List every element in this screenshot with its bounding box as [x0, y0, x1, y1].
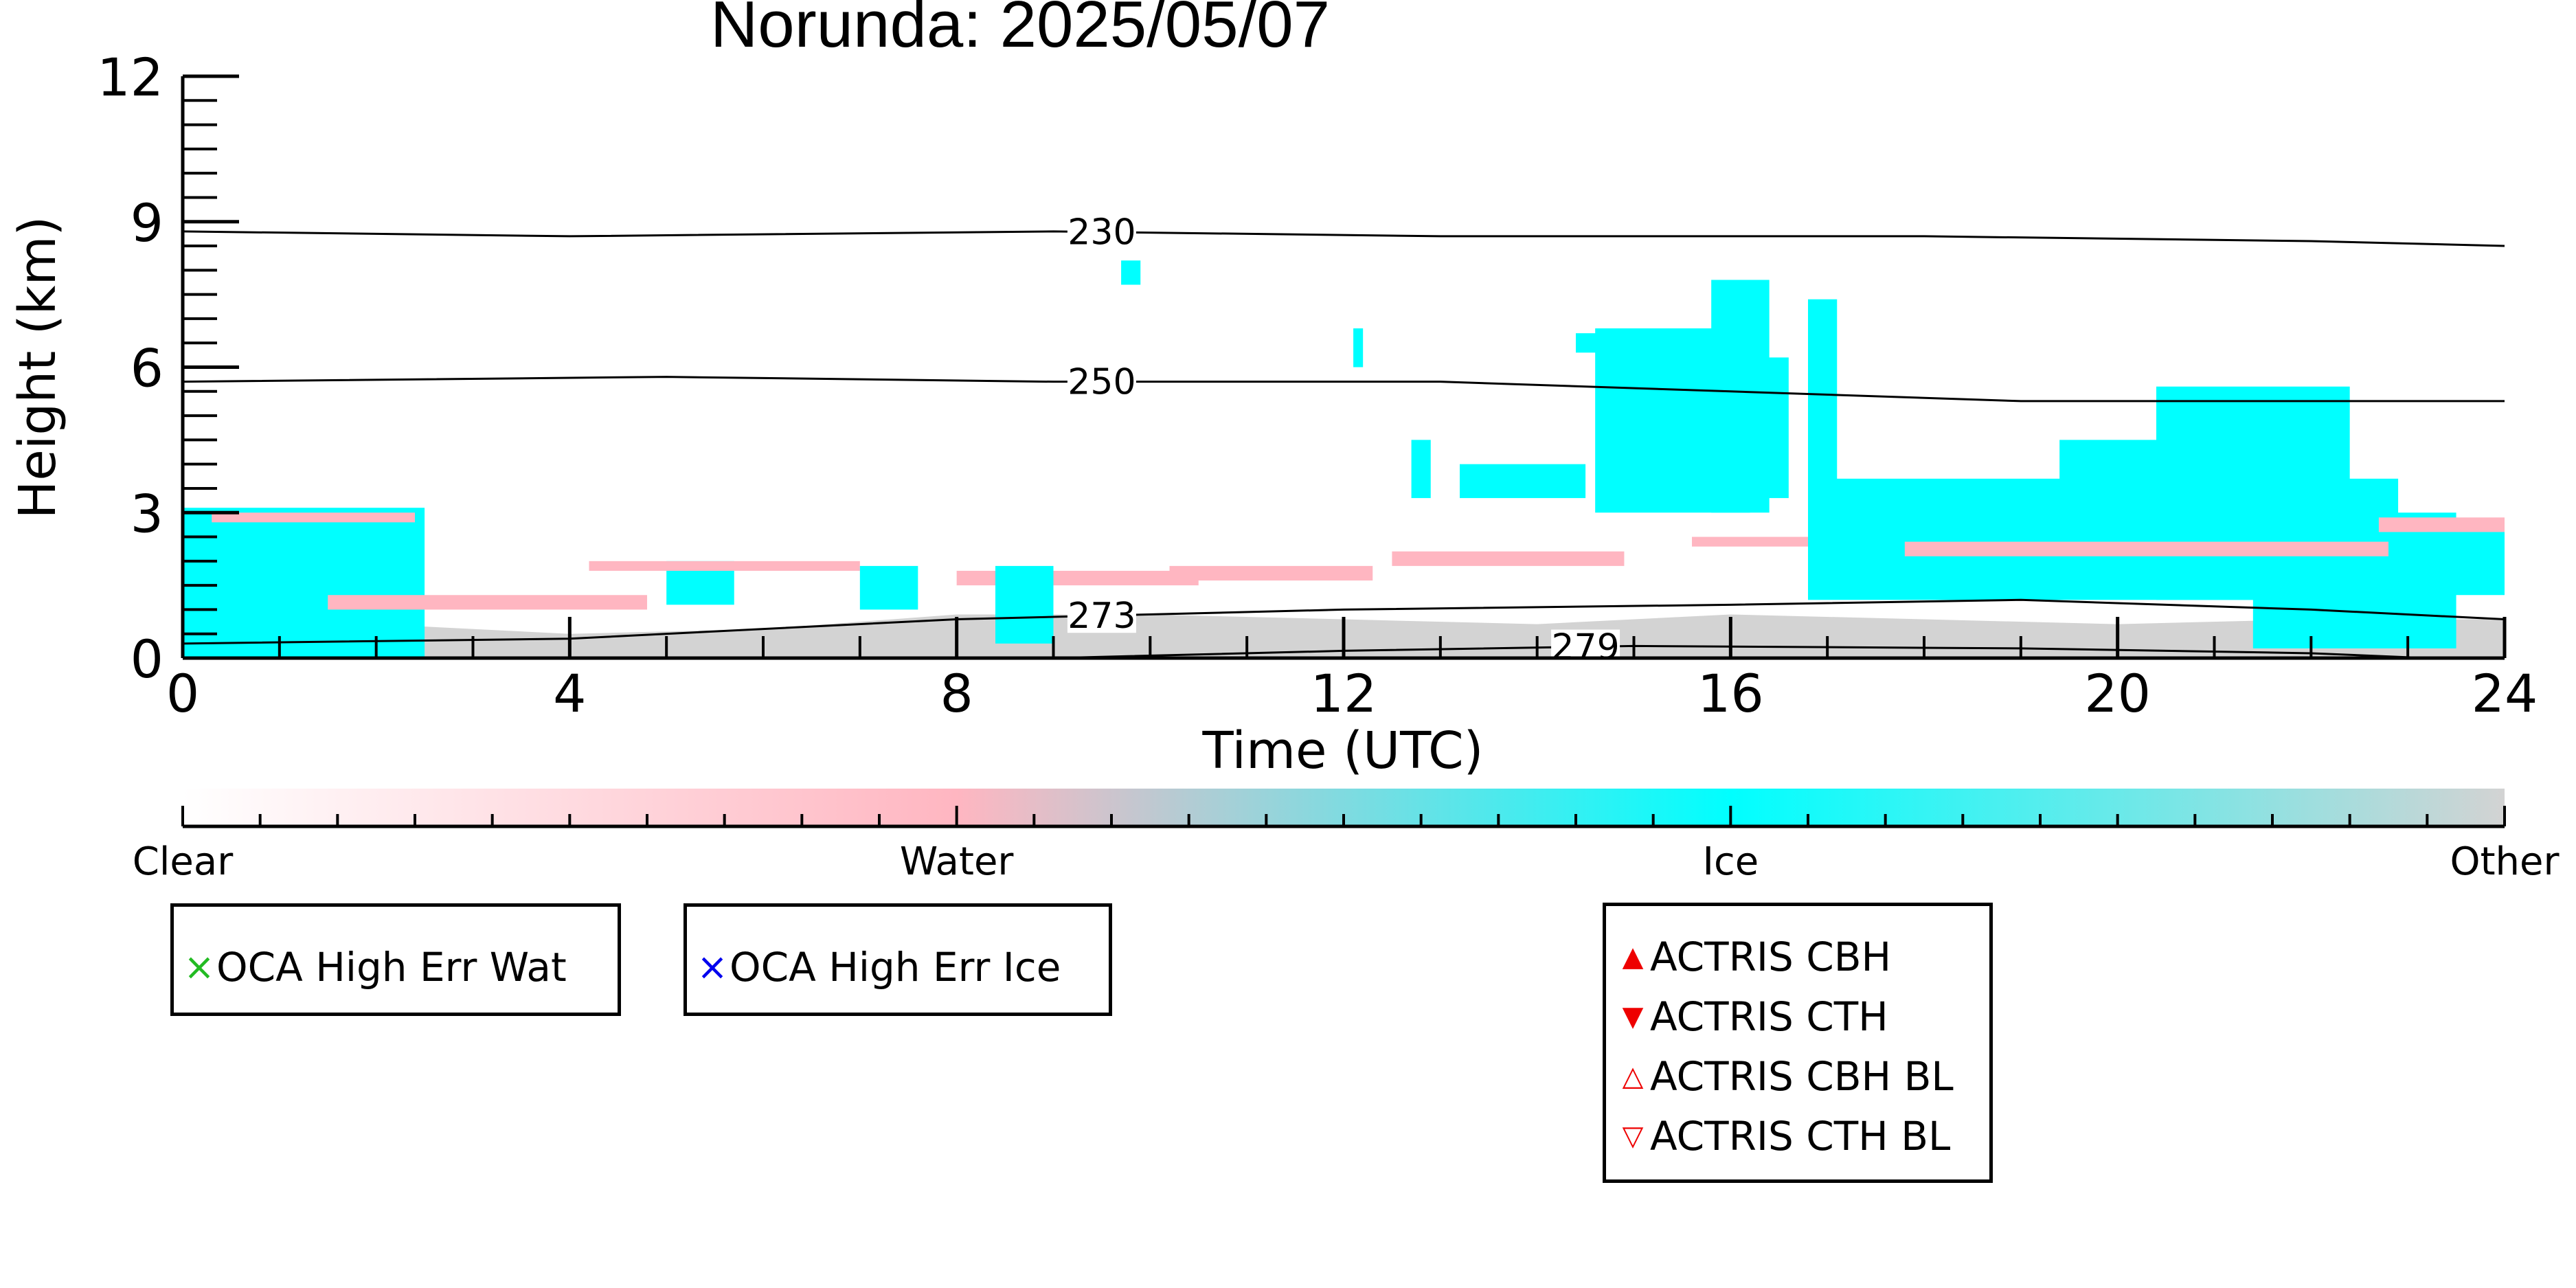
isotherm-label-bg — [1067, 214, 1136, 249]
x-tick-label: 24 — [2472, 663, 2538, 724]
isotherm-line-230 — [182, 230, 2505, 247]
isotherm-label-273: 273 — [1067, 596, 1136, 637]
x-tick-label: 20 — [2084, 663, 2151, 724]
y-tick-label: 12 — [97, 47, 163, 108]
water-cloud-region — [589, 561, 860, 571]
water-cloud-region — [2378, 517, 2505, 532]
ice-cloud-region — [1121, 260, 1141, 285]
ice-cloud-region — [2427, 532, 2505, 596]
ice-cloud-region — [2059, 440, 2176, 596]
legend-label-oca-ice: OCA High Err Ice — [730, 944, 1061, 991]
water-cloud-region — [1392, 551, 1625, 566]
y-tick-label: 6 — [131, 338, 163, 399]
water-cloud-region — [1169, 565, 1373, 581]
legend-label-actris-cth: ACTRIS CTH — [1650, 993, 1888, 1040]
water-cloud-region — [212, 512, 415, 523]
plot-area — [183, 260, 2505, 658]
ice-cloud-region — [859, 565, 918, 610]
colorbar-label: Water — [900, 839, 1015, 884]
y-tick-label: 0 — [131, 629, 163, 690]
isotherm-label-230: 230 — [1067, 212, 1136, 253]
x-tick-label: 8 — [940, 663, 973, 724]
colorbar-label: Clear — [133, 839, 234, 884]
open-up-triangle-icon: △ — [1622, 1061, 1644, 1092]
isotherm-label-250: 250 — [1067, 362, 1136, 403]
colorbar: Clear Water Ice Other — [133, 789, 2560, 884]
ice-cloud-region — [1411, 440, 1431, 499]
isotherm-line-250 — [182, 376, 2505, 403]
x-tick-label: 12 — [1311, 663, 1377, 724]
legend-label-actris-cth-bl: ACTRIS CTH BL — [1650, 1113, 1951, 1160]
chart-title: Norunda: 2025/05/07 — [710, 0, 1330, 61]
legend-label-oca-water: OCA High Err Wat — [216, 944, 567, 991]
isotherm-line-273 — [182, 598, 2505, 645]
filled-up-triangle-icon: ▲ — [1622, 941, 1644, 973]
legend-actris: ▲ ACTRIS CBH ▼ ACTRIS CTH △ ACTRIS CBH B… — [1603, 903, 1993, 1183]
water-cloud-region — [956, 570, 1199, 586]
axes-layer: 0 3 6 9 12 0 4 8 12 16 20 24 — [97, 47, 2538, 724]
ice-cloud-region — [1808, 299, 1838, 499]
filled-down-triangle-icon: ▼ — [1622, 1001, 1644, 1032]
blue-x-marker-icon: × — [697, 945, 728, 988]
colorbar-label: Ice — [1702, 839, 1759, 884]
ice-cloud-region — [1750, 357, 1789, 499]
y-tick-label: 3 — [131, 483, 163, 544]
isotherm-label-279: 279 — [1551, 627, 1619, 668]
isotherm-label-bg — [1067, 364, 1136, 399]
water-cloud-region — [328, 595, 647, 610]
water-cloud-region — [1692, 536, 1828, 547]
legend-oca-ice: × OCA High Err Ice — [683, 903, 1112, 1016]
ice-cloud-region — [183, 508, 425, 658]
ice-cloud-region — [1460, 464, 1586, 499]
x-axis-label: Time (UTC) — [1201, 721, 1483, 780]
y-axis-label: Height (km) — [8, 216, 67, 519]
isotherm-label-bg — [1067, 598, 1136, 633]
y-tick-label: 9 — [131, 192, 163, 253]
x-tick-label: 0 — [166, 663, 199, 724]
legend-oca-water: × OCA High Err Wat — [170, 903, 621, 1016]
ice-cloud-region — [2252, 512, 2456, 648]
x-tick-label: 16 — [1697, 663, 1764, 724]
legend-label-actris-cbh: ACTRIS CBH — [1650, 934, 1892, 980]
ice-cloud-region — [995, 565, 1054, 644]
green-x-marker-icon: × — [183, 945, 215, 988]
legend-label-actris-cbh-bl: ACTRIS CBH BL — [1650, 1053, 1954, 1100]
x-tick-label: 4 — [553, 663, 586, 724]
colorbar-label: Other — [2450, 839, 2560, 884]
open-down-triangle-icon: ▽ — [1622, 1120, 1644, 1152]
water-cloud-region — [1904, 541, 2388, 556]
ice-cloud-region — [1353, 328, 1364, 368]
